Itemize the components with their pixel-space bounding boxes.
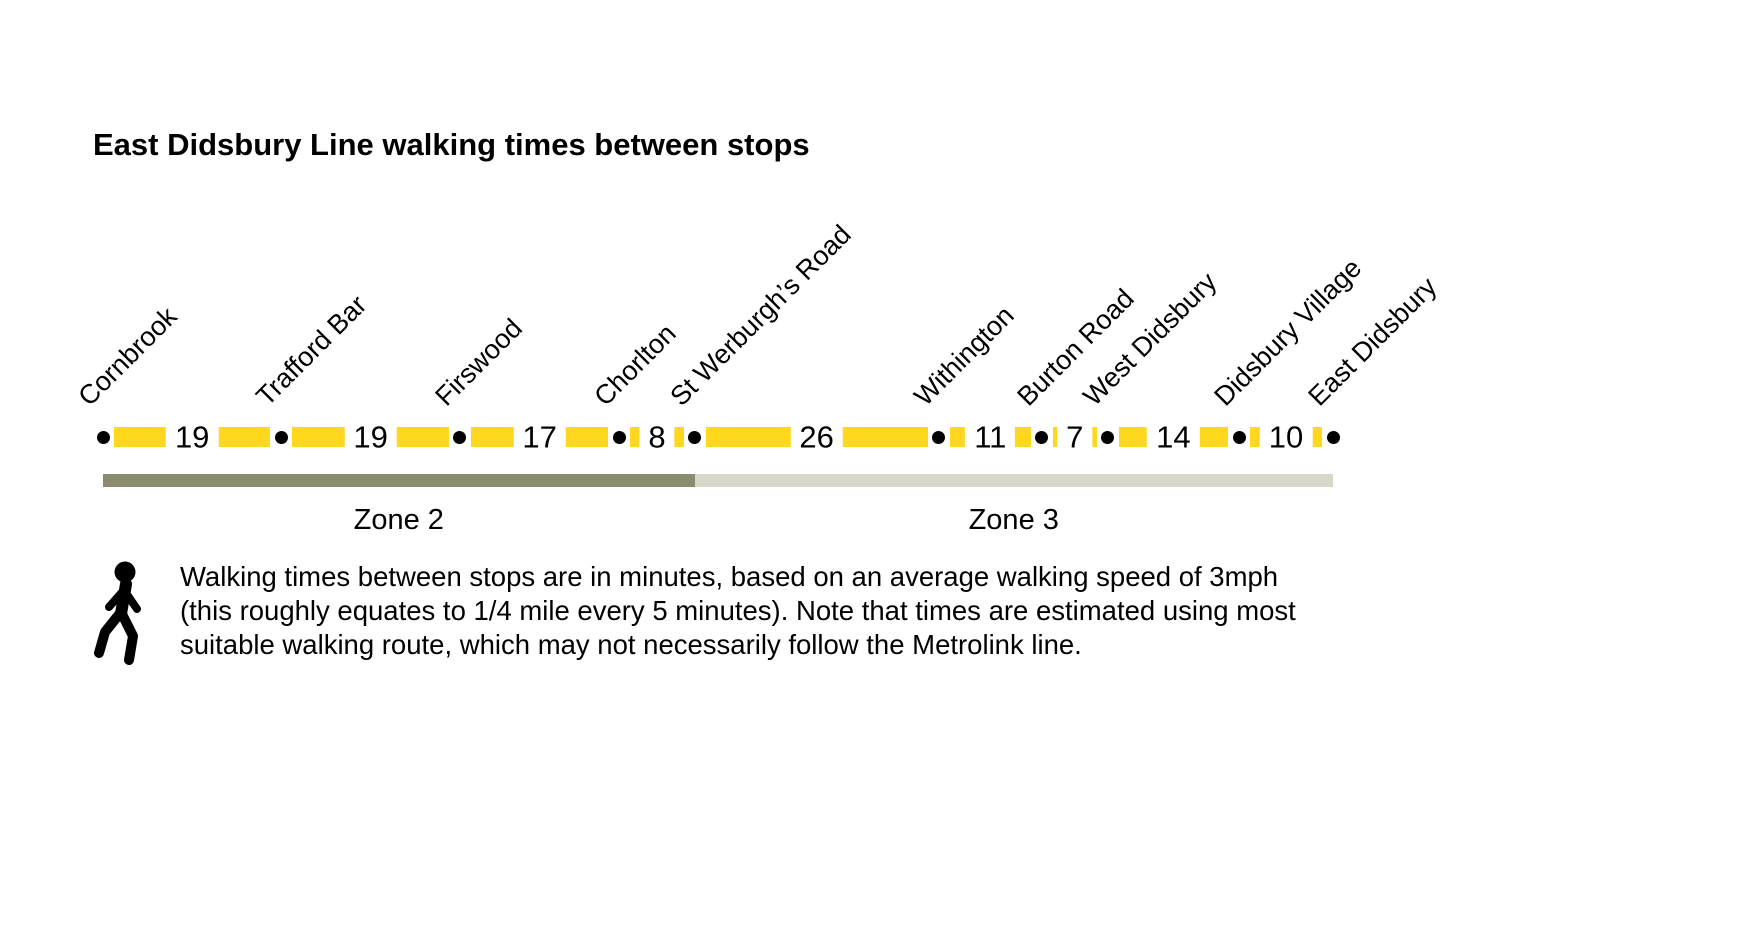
stop-label: St Werburgh’s Road [663,219,857,412]
zone-label: Zone 2 [353,504,444,536]
stop-dot [453,430,467,444]
stop-dot [932,430,946,444]
zone-label: Zone 3 [968,504,1059,536]
stop-label: Firswood [429,312,528,412]
stop-label: Cornbrook [72,301,183,412]
stop-label: Trafford Bar [250,289,373,412]
segment-time: 26 [790,421,843,453]
page-title: East Didsbury Line walking times between… [93,127,810,162]
segment-time: 19 [165,421,219,453]
zone-bar [694,474,1333,487]
stop-dot [1101,430,1115,444]
stop-dot [688,430,702,444]
legend-text: Walking times between stops are in minut… [180,561,1296,660]
stop-dot [96,430,110,444]
stop-dot [612,430,626,444]
segment-time: 7 [1057,421,1093,453]
segment-time: 14 [1147,421,1200,453]
segment-time: 8 [639,421,675,453]
stop-dot [1232,430,1246,444]
stop-dot [274,430,288,444]
segment-time: 17 [513,421,566,453]
stop-label: Withington [908,300,1020,412]
stop-dot [1035,430,1049,444]
zone-bar [103,474,695,487]
stop-label: Chorlton [588,318,683,412]
segment-time: 19 [344,421,397,453]
segment-time: 11 [965,421,1016,453]
walking-person-icon [94,560,156,673]
stop-dot [1326,430,1340,444]
segment-time: 10 [1259,421,1313,453]
